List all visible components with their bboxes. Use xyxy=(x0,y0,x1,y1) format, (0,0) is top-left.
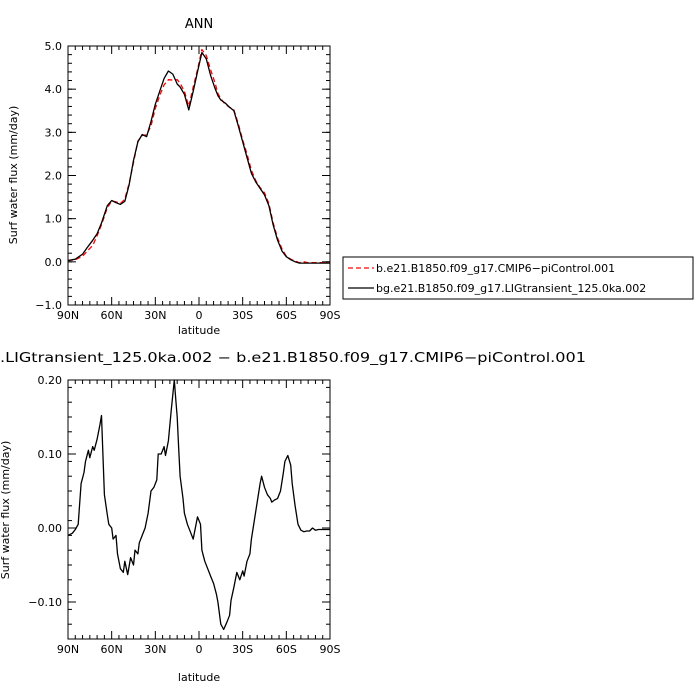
panel-annual-series xyxy=(67,48,330,264)
panel-annual: ANN Surf water flux (mm/day) latitude 90… xyxy=(7,17,341,337)
panel-annual-xtick-label: 0 xyxy=(196,309,203,322)
panel-annual-xtick-label: 90N xyxy=(57,309,79,322)
panel-annual-ytick-label: −1.0 xyxy=(35,299,62,312)
panel-annual-xtick-label: 60S xyxy=(276,309,297,322)
panel-annual-xtick-label: 90S xyxy=(320,309,341,322)
panel-annual-xlabel: latitude xyxy=(178,324,220,337)
panel-annual-ytick-label: 2.0 xyxy=(45,170,63,183)
panel-annual-xtick-label: 60N xyxy=(101,309,123,322)
panel-annual-xtick-label: 30S xyxy=(232,309,253,322)
panel-annual-xtick-label: 30N xyxy=(144,309,166,322)
panel-difference-series-line-0 xyxy=(67,379,330,631)
panel-difference-series xyxy=(67,379,330,631)
panel-difference-ytick-label: 0.00 xyxy=(38,522,63,535)
panel-difference-xtick-label: 60S xyxy=(276,643,297,656)
panel-difference-frame xyxy=(67,379,331,640)
panel-annual-ytick-label: 3.0 xyxy=(45,126,63,139)
panel-difference-ytick-label: −0.10 xyxy=(28,596,62,609)
panel-difference: .LIGtransient_125.0ka.002 − b.e21.B1850.… xyxy=(0,351,586,684)
panel-difference-xtick-label: 30S xyxy=(232,643,253,656)
panel-difference-xtick-label: 30N xyxy=(144,643,166,656)
panel-difference-ytick-label: 0.20 xyxy=(38,374,63,387)
legend-label-picontrol: b.e21.B1850.f09_g17.CMIP6−piControl.001 xyxy=(376,262,615,275)
panel-difference-xlabel: latitude xyxy=(178,671,220,684)
panel-annual-ytick-label: 4.0 xyxy=(45,83,63,96)
panel-difference-xtick-label: 0 xyxy=(196,643,203,656)
panel-annual-series-line-1 xyxy=(67,51,330,264)
legend-label-ligtransient: bg.e21.B1850.f09_g17.LIGtransient_125.0k… xyxy=(376,282,646,295)
legend: b.e21.B1850.f09_g17.CMIP6−piControl.001 … xyxy=(342,256,694,300)
panel-annual-frame xyxy=(67,45,331,306)
panel-difference-ylabel: Surf water flux (mm/day) xyxy=(0,441,12,580)
panel-annual-title: ANN xyxy=(185,17,213,32)
panel-difference-xtick-label: 60N xyxy=(101,643,123,656)
panel-annual-ytick-label: 0.0 xyxy=(45,256,63,269)
panel-annual-ytick-label: 5.0 xyxy=(45,40,63,53)
panel-difference-xtick-label: 90N xyxy=(57,643,79,656)
legend-box xyxy=(342,256,694,300)
panel-annual-ticks: 90N 60N 30N 0 30S 60S 90S −1.0 0.0 1.0 2.0 3.0 4.0 5.… xyxy=(35,40,340,322)
panel-annual-ylabel: Surf water flux (mm/day) xyxy=(7,106,20,245)
panel-annual-ytick-label: 1.0 xyxy=(45,213,63,226)
panel-difference-ytick-label: 0.10 xyxy=(38,448,63,461)
panel-annual-series-line-0 xyxy=(67,48,330,264)
panel-difference-title: .LIGtransient_125.0ka.002 − b.e21.B1850.… xyxy=(0,351,586,366)
panel-difference-xtick-label: 90S xyxy=(320,643,341,656)
